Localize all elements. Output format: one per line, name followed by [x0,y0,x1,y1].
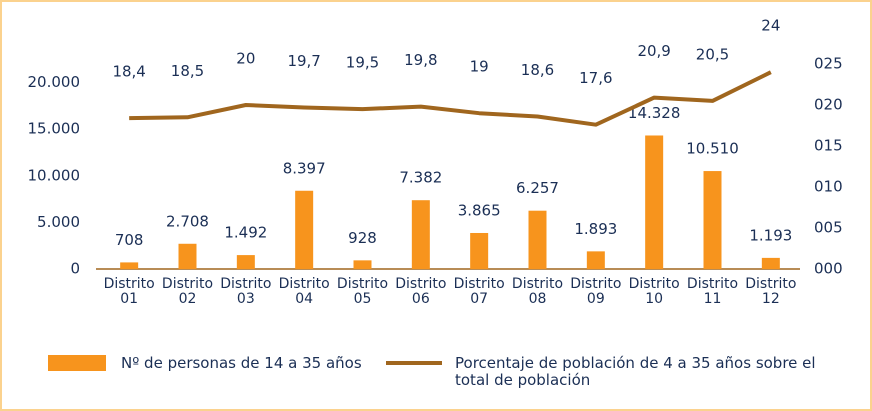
y2-tick-label: 000 [814,260,843,278]
y2-tick-label: 010 [814,178,843,196]
line-label: 17,6 [579,69,612,87]
bar [178,243,197,269]
y2-tick-label: 015 [814,137,843,155]
y-tick-label: 5.000 [37,213,80,231]
legend-label: Nº de personas de 14 a 35 años [121,354,362,372]
x-tick-label: Distrito 02 [161,276,214,307]
bar-label: 14.328 [628,104,681,122]
bar [528,210,547,269]
x-tick-label: Distrito 11 [686,276,739,307]
x-tick-label: Distrito 10 [628,276,680,307]
line-label: 18,5 [171,62,204,80]
x-tick-label: Distrito 03 [220,276,272,307]
bar-label: 3.865 [458,201,501,219]
bar [295,190,314,269]
line-label: 24 [761,17,780,35]
bar [411,200,430,269]
bar [120,262,139,269]
y-tick-label: 15.000 [28,120,81,138]
legend-swatch [48,355,106,371]
bar-label: 1.492 [224,224,267,242]
bar-label: 928 [348,229,377,247]
bar-label: 2.708 [166,212,209,230]
bar-label: 1.893 [574,220,617,238]
bar-label: 708 [115,231,144,249]
y2-tick-label: 025 [814,55,843,73]
x-tick-label: Distrito 12 [745,276,797,307]
bar [586,251,605,269]
line-label: 19,5 [346,54,379,72]
x-tick-label: Distrito 08 [511,276,564,307]
y2-tick-label: 005 [814,219,843,237]
line-label: 19,7 [287,52,320,70]
bar [645,135,664,269]
bar-label: 7.382 [399,169,442,187]
x-tick-label: Distrito 06 [395,276,447,307]
bar [236,255,255,269]
y-tick-label: 0 [70,260,80,278]
bar [703,171,722,269]
x-tick-label: Distrito 07 [453,276,505,307]
y-tick-label: 20.000 [28,73,81,91]
x-tick-label: Distrito 04 [278,276,330,307]
line-label: 20 [236,50,255,68]
x-tick-label: Distrito 09 [570,276,622,307]
y2-tick-label: 020 [814,96,843,114]
x-tick-label: Distrito 01 [103,276,155,307]
bar-label: 6.257 [516,179,559,197]
line-label: 20,9 [637,42,670,60]
bar [761,257,780,269]
bar-label: 1.193 [749,226,792,244]
bar [470,232,489,269]
y-tick-label: 10.000 [28,166,81,184]
x-tick-label: Distrito 05 [336,276,389,307]
line-label: 19 [470,58,489,76]
line-label: 20,5 [696,45,729,63]
line [129,70,772,127]
line-label: 18,4 [112,63,145,81]
line-label: 19,8 [404,51,437,69]
line-label: 18,6 [521,61,554,79]
legend-label: Porcentaje de población de 4 a 35 años s… [455,354,816,389]
bar-label: 10.510 [686,140,739,158]
bar [353,260,372,269]
bar-label: 8.397 [283,159,326,177]
